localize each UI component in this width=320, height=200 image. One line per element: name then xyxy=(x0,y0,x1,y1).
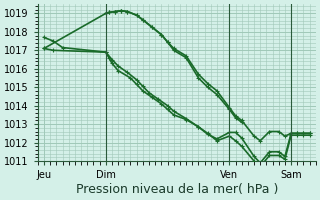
X-axis label: Pression niveau de la mer( hPa ): Pression niveau de la mer( hPa ) xyxy=(76,183,278,196)
